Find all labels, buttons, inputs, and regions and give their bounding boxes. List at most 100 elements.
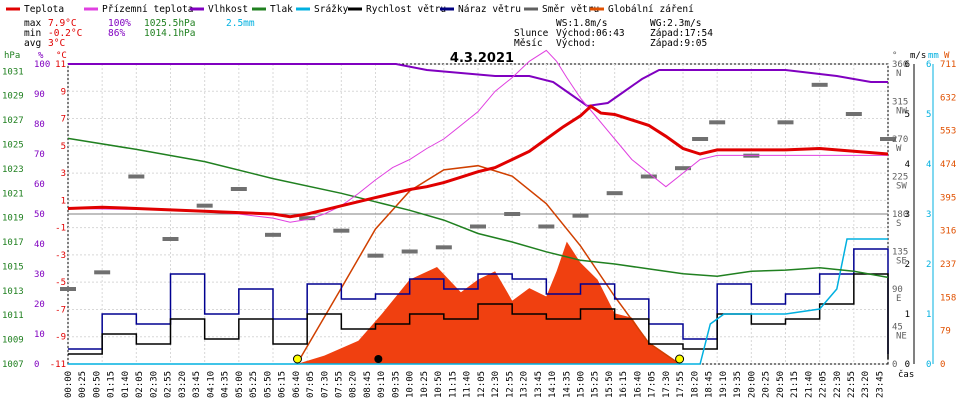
- axis-unit-watt: W: [944, 51, 950, 61]
- tick-label-celsius: -1: [55, 224, 66, 234]
- tick-label-time: 05:50: [263, 371, 273, 398]
- tick-label-hpa: 1017: [2, 238, 24, 248]
- tick-label-celsius: -7: [55, 305, 66, 315]
- stats-temperature: 3°C: [48, 38, 65, 49]
- tick-label-hpa: 1015: [2, 262, 24, 272]
- wind-direction-point: [675, 166, 691, 171]
- tick-label-time: 15:00: [577, 371, 587, 398]
- tick-label-time: 09:10: [377, 371, 387, 398]
- tick-label-time: 06:40: [292, 371, 302, 398]
- tick-label-celsius: 9: [61, 87, 66, 97]
- axis-unit-hpa: hPa: [4, 51, 20, 61]
- tick-label-time: 23:20: [861, 371, 871, 398]
- tick-label-time: 00:25: [78, 371, 88, 398]
- tick-label-degree: 180: [892, 210, 908, 220]
- tick-label-time: 22:30: [833, 371, 843, 398]
- tick-label-degree: 270: [892, 135, 908, 145]
- tick-label-time: 22:05: [819, 371, 829, 398]
- tick-label-hpa: 1009: [2, 336, 24, 346]
- axis-unit-mm: mm: [928, 51, 939, 61]
- tick-label-degree: 0: [892, 360, 897, 370]
- tick-label-direction: S: [896, 219, 901, 229]
- tick-label-hpa: 1027: [2, 116, 24, 126]
- tick-label-watt: 553: [940, 127, 956, 137]
- tick-label-time: 03:20: [178, 371, 188, 398]
- tick-label-hpa: 1007: [2, 360, 24, 370]
- tick-label-time: 08:20: [349, 371, 359, 398]
- legend-label: Náraz větru: [458, 4, 521, 15]
- radiation-area: [296, 241, 680, 364]
- tick-label-percent: 20: [34, 300, 45, 310]
- wind-direction-point: [845, 112, 862, 116]
- tick-label-watt: 0: [940, 360, 945, 370]
- tick-label-degree: 225: [892, 173, 908, 183]
- tick-label-time: 08:45: [363, 371, 373, 398]
- ground-temperature-line: [67, 49, 888, 223]
- tick-label-time: 20:25: [762, 371, 772, 398]
- tick-label-time: 17:55: [676, 371, 686, 398]
- tick-label-percent: 60: [34, 180, 45, 190]
- tick-label-celsius: -3: [55, 251, 66, 261]
- tick-label-hpa: 1013: [2, 287, 24, 297]
- wind-direction-point: [230, 187, 247, 191]
- tick-label-direction: NW: [896, 107, 907, 117]
- tick-label-watt: 316: [940, 227, 956, 237]
- tick-label-time: 23:45: [875, 371, 885, 398]
- tick-label-time: 07:30: [320, 371, 330, 398]
- legend-label: Přízemní teplota: [102, 4, 194, 15]
- tick-label-time: 18:20: [690, 371, 700, 398]
- tick-label-mm: 6: [926, 60, 931, 70]
- tick-label-hpa: 1025: [2, 140, 24, 150]
- tick-label-time: 07:55: [334, 371, 344, 398]
- tick-label-time: 22:55: [847, 371, 857, 398]
- tick-label-celsius: 7: [61, 115, 66, 125]
- tick-label-time: 05:00: [235, 371, 245, 398]
- stats-temperature: -0.2°C: [48, 28, 82, 39]
- tick-label-celsius: -9: [55, 333, 66, 343]
- tick-label-time: 16:15: [619, 371, 629, 398]
- tick-label-time: 04:10: [206, 371, 216, 398]
- axis-unit-time: čas: [898, 369, 914, 380]
- legend-label: Teplota: [24, 4, 64, 15]
- tick-label-time: 01:15: [107, 371, 117, 398]
- legend-label: Globální záření: [608, 4, 694, 15]
- tick-label-time: 10:25: [420, 371, 430, 398]
- tick-label-percent: 70: [34, 150, 45, 160]
- wind-direction-point: [94, 270, 111, 275]
- stats-humidity: 100%: [108, 18, 131, 29]
- tick-label-time: 13:20: [520, 371, 530, 398]
- stats-label: max: [24, 18, 41, 29]
- tick-label-time: 09:35: [391, 371, 401, 398]
- tick-label-degree: 315: [892, 98, 908, 108]
- tick-label-watt: 237: [940, 260, 956, 270]
- tick-label-direction: N: [896, 69, 901, 79]
- wind-direction-point: [60, 287, 76, 291]
- tick-label-mm: 3: [926, 210, 931, 220]
- wind-direction-point: [606, 191, 623, 196]
- tick-label-time: 14:35: [562, 371, 572, 398]
- tick-label-time: 10:50: [434, 371, 444, 398]
- tick-label-celsius: 3: [61, 169, 66, 179]
- tick-label-time: 05:25: [249, 371, 259, 398]
- humidity-line: [68, 63, 888, 108]
- tick-label-direction: SE: [896, 257, 907, 267]
- wind-direction-point: [265, 232, 281, 237]
- stats-sun-label: Slunce: [514, 28, 549, 39]
- wind-direction-point: [880, 137, 896, 141]
- wind-direction-point: [811, 82, 828, 87]
- tick-label-time: 18:45: [705, 371, 715, 398]
- tick-label-time: 20:00: [747, 371, 757, 398]
- tick-label-watt: 158: [940, 293, 956, 303]
- stats-moonrise: Východ:: [556, 38, 596, 49]
- tick-label-time: 11:15: [448, 371, 458, 398]
- tick-label-direction: NE: [896, 332, 907, 342]
- wind-direction-point: [162, 237, 179, 241]
- wind-direction-point: [367, 253, 384, 258]
- tick-label-percent: 10: [34, 330, 45, 340]
- wind-direction-point: [196, 203, 213, 208]
- axis-unit-ms: m/s: [910, 51, 926, 61]
- wind-direction-point: [401, 249, 418, 254]
- stats-sunrise: Východ:06:43: [556, 28, 625, 39]
- wind-direction-point: [470, 224, 486, 229]
